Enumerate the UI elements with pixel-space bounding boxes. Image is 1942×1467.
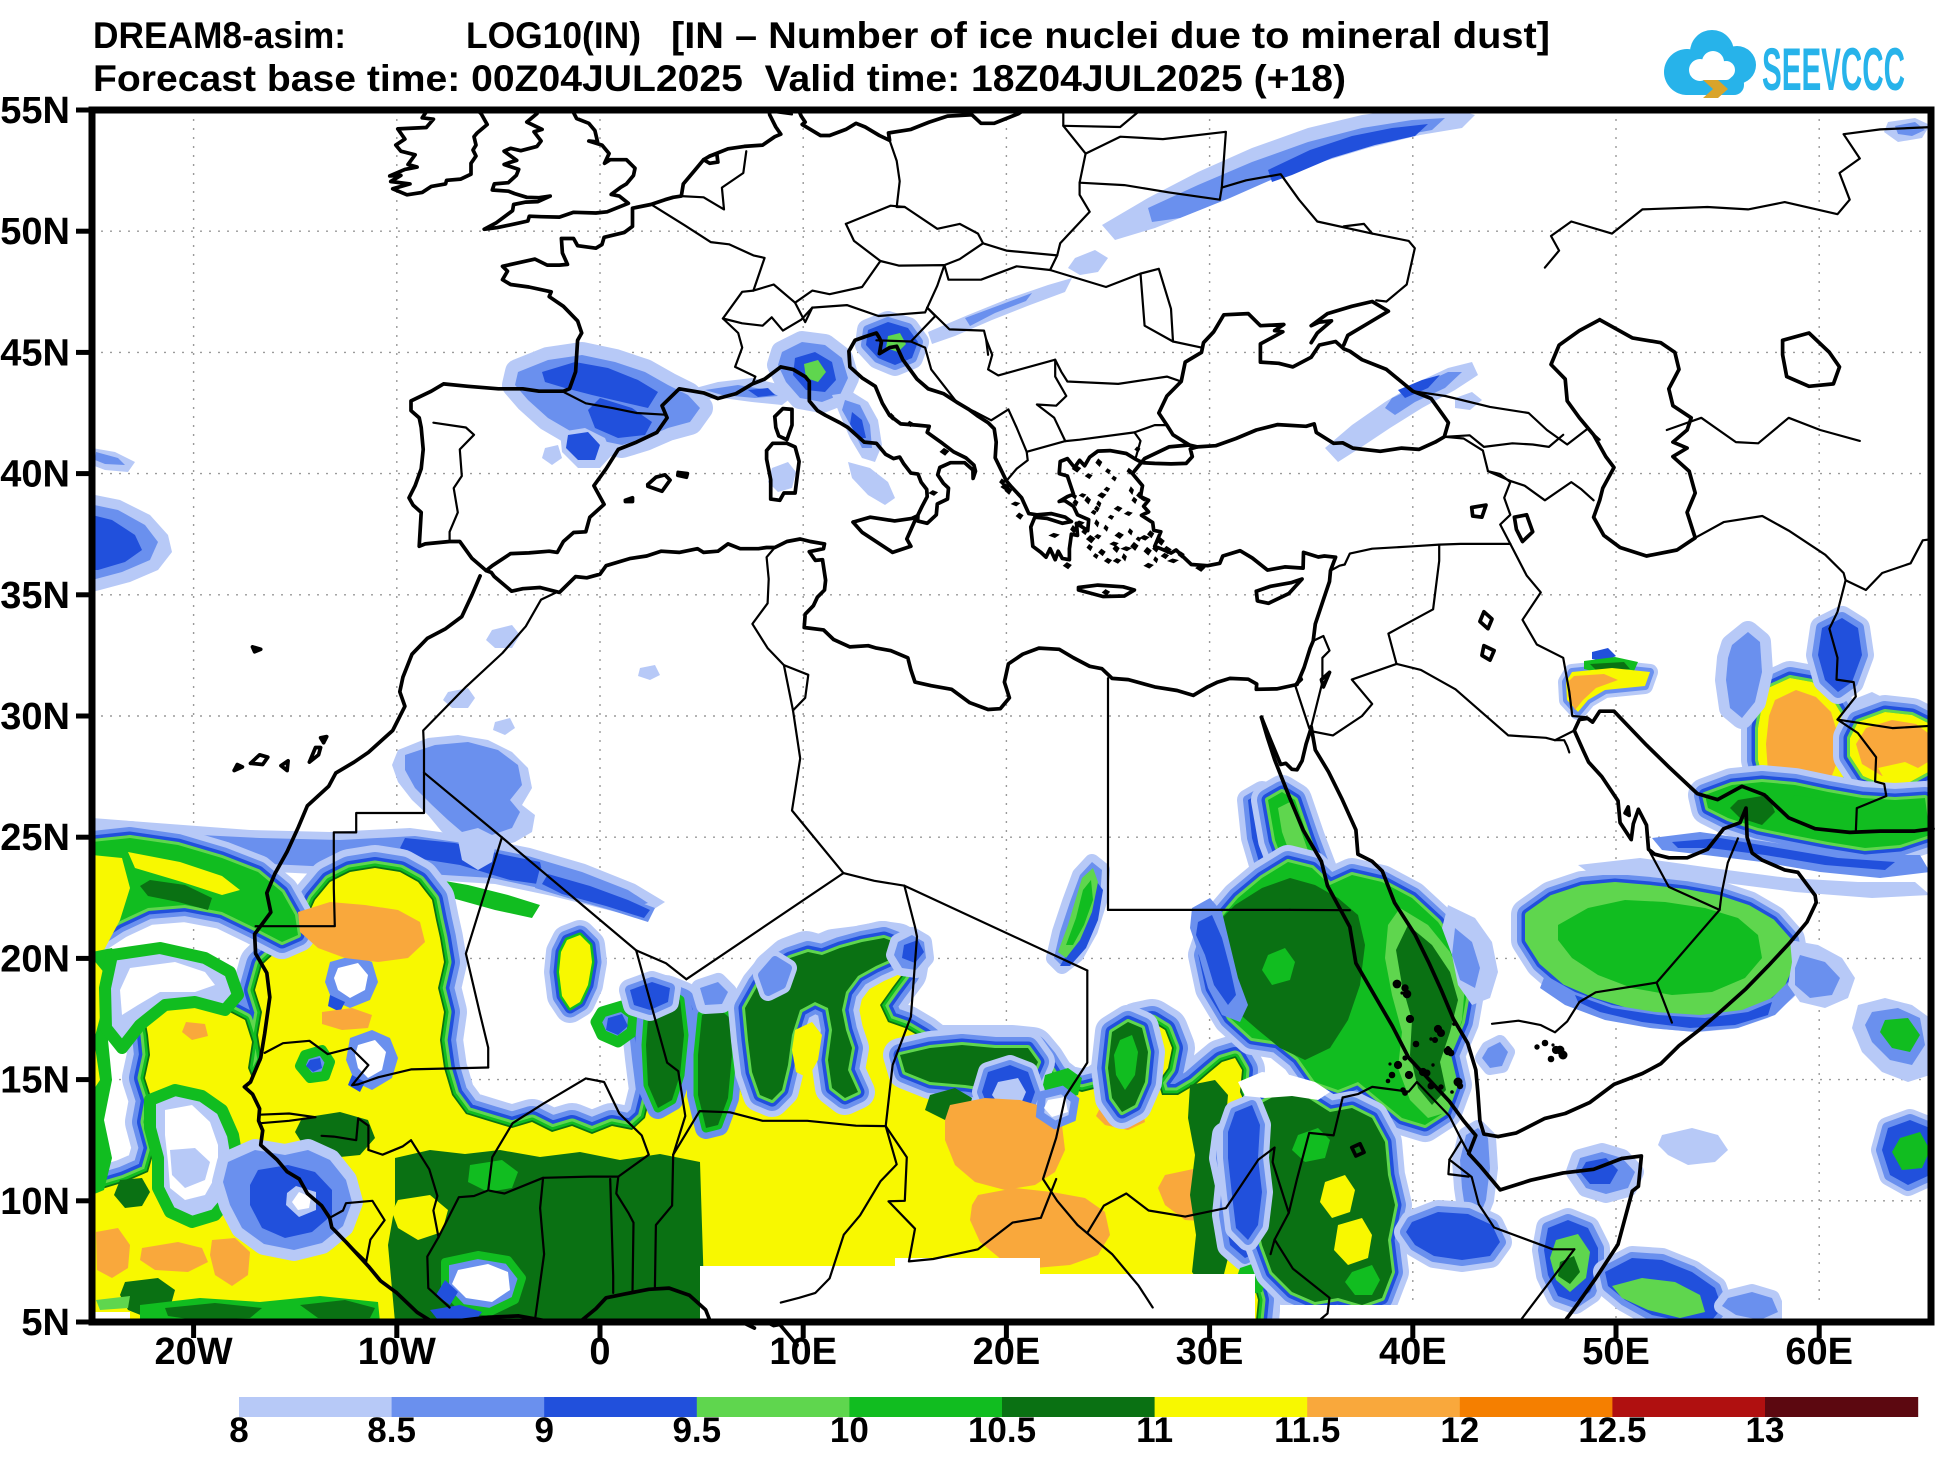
- svg-text:SEEVCCC: SEEVCCC: [1762, 36, 1905, 103]
- svg-text:13: 13: [1746, 1411, 1785, 1450]
- svg-text:8: 8: [229, 1411, 248, 1450]
- svg-text:55N: 55N: [0, 90, 70, 132]
- svg-text:20E: 20E: [973, 1331, 1041, 1373]
- svg-text:0: 0: [589, 1331, 610, 1373]
- svg-text:15N: 15N: [0, 1060, 70, 1102]
- svg-text:11: 11: [1136, 1411, 1173, 1450]
- svg-text:10E: 10E: [769, 1331, 837, 1373]
- svg-text:12: 12: [1440, 1411, 1479, 1450]
- svg-text:DREAM8-asim:: DREAM8-asim:: [93, 15, 346, 56]
- svg-text:9: 9: [534, 1411, 553, 1450]
- svg-text:8.5: 8.5: [367, 1411, 416, 1450]
- svg-text:10: 10: [830, 1411, 869, 1450]
- svg-text:30E: 30E: [1176, 1331, 1244, 1373]
- svg-text:Forecast base time: 00Z04JUL20: Forecast base time: 00Z04JUL2025 Valid t…: [93, 58, 1346, 99]
- svg-text:12.5: 12.5: [1578, 1411, 1646, 1450]
- svg-text:60E: 60E: [1785, 1331, 1853, 1373]
- svg-text:45N: 45N: [0, 332, 70, 374]
- svg-text:LOG10(IN): LOG10(IN): [466, 15, 641, 56]
- svg-text:11.5: 11.5: [1274, 1411, 1340, 1450]
- svg-text:35N: 35N: [0, 575, 70, 617]
- svg-text:30N: 30N: [0, 696, 70, 738]
- svg-text:10.5: 10.5: [968, 1411, 1036, 1450]
- svg-text:5N: 5N: [21, 1302, 70, 1344]
- svg-text:40N: 40N: [0, 454, 70, 496]
- svg-text:50N: 50N: [0, 211, 70, 253]
- svg-text:9.5: 9.5: [672, 1411, 721, 1450]
- svg-text:[IN – Number of ice nuclei due: [IN – Number of ice nuclei due to minera…: [671, 15, 1550, 56]
- svg-text:10W: 10W: [358, 1331, 436, 1373]
- svg-text:50E: 50E: [1582, 1331, 1650, 1373]
- svg-text:20N: 20N: [0, 938, 70, 980]
- svg-text:25N: 25N: [0, 817, 70, 859]
- svg-text:40E: 40E: [1379, 1331, 1447, 1373]
- svg-text:20W: 20W: [155, 1331, 233, 1373]
- svg-text:10N: 10N: [0, 1181, 70, 1223]
